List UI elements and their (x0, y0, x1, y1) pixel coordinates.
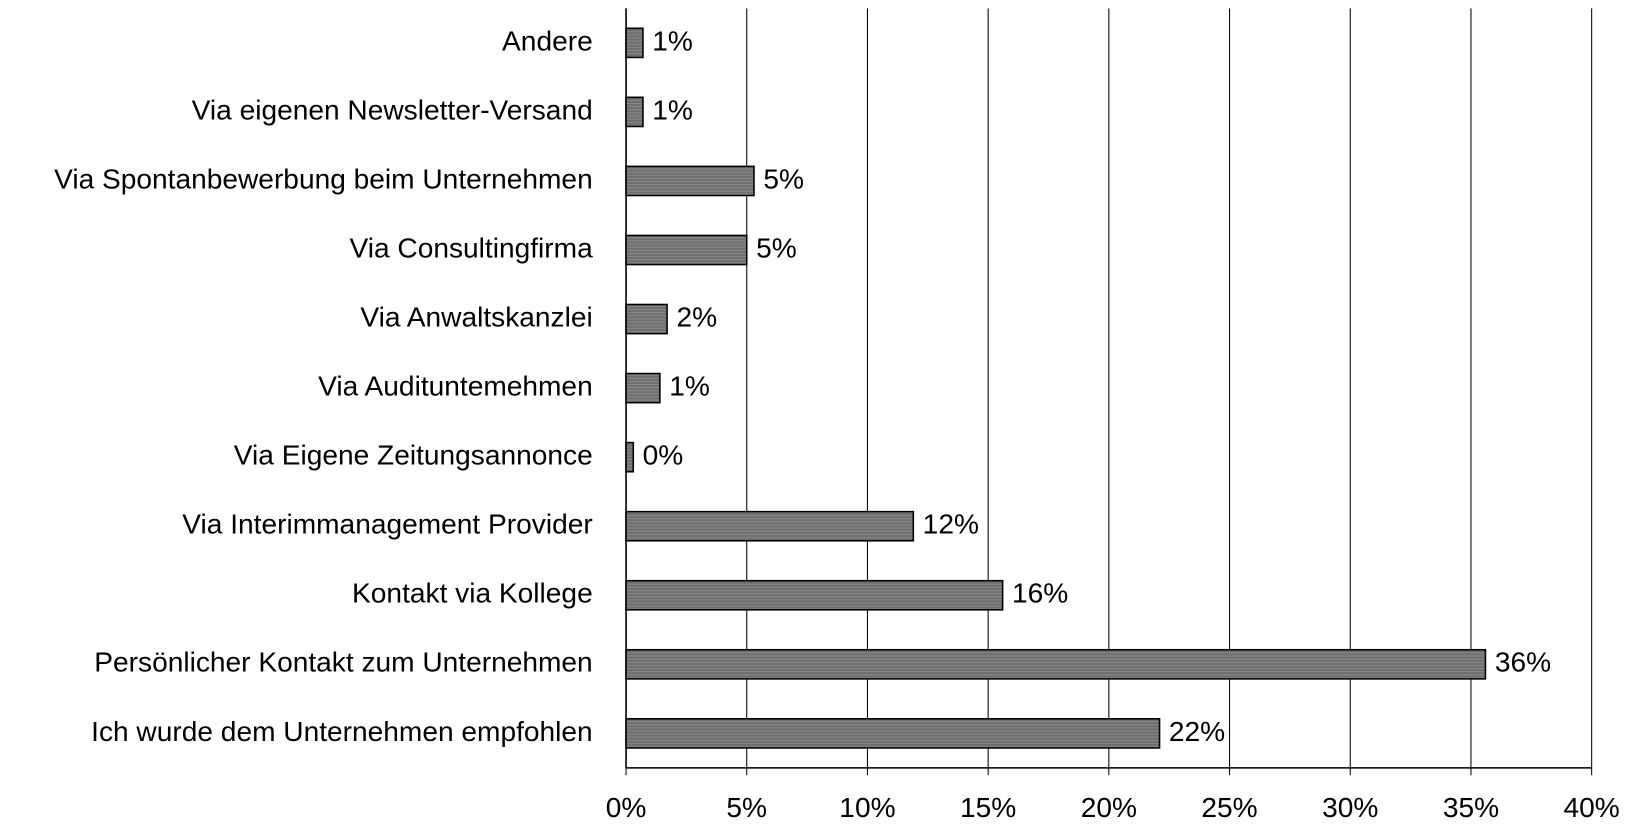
bar (625, 372, 661, 404)
y-tick-label: Via Anwaltskanzlei (360, 301, 592, 332)
x-tick-label: 20% (1081, 792, 1137, 822)
bar (625, 303, 668, 335)
bar (625, 234, 748, 266)
x-tick-label: 15% (960, 792, 1016, 822)
bar (625, 96, 644, 128)
data-label: 1% (652, 25, 693, 56)
y-tick-label: Andere (502, 25, 593, 56)
x-tick-label: 0% (606, 792, 647, 822)
x-tick-label: 10% (839, 792, 895, 822)
y-tick-label: Via Eigene Zeitungsannonce (234, 440, 593, 471)
x-tick-label: 25% (1201, 792, 1257, 822)
y-tick-label: Via Audituntemehmen (318, 371, 593, 402)
y-tick-label: Persönlicher Kontakt zum Unternehmen (94, 647, 592, 678)
x-tick-label: 5% (726, 792, 767, 822)
data-label: 16% (1012, 578, 1068, 609)
data-label: 1% (669, 371, 710, 402)
y-tick-label: Kontakt via Kollege (352, 578, 593, 609)
data-label: 1% (652, 94, 693, 125)
data-label: 12% (923, 509, 979, 540)
x-tick-label: 35% (1443, 792, 1499, 822)
bar (625, 441, 635, 473)
data-label: 2% (676, 301, 717, 332)
bar (625, 510, 915, 542)
y-tick-label: Via Spontanbewerbung beim Unternehmen (54, 163, 593, 194)
data-label: 0% (643, 440, 684, 471)
bar (625, 579, 1004, 611)
bar (625, 718, 1161, 749)
data-label: 36% (1495, 647, 1551, 678)
data-label: 5% (763, 163, 804, 194)
bar (625, 165, 755, 197)
x-tick-label: 40% (1564, 792, 1620, 822)
y-tick-label: Via Consultingfirma (349, 232, 593, 263)
bar (625, 648, 1487, 680)
y-tick-label: Ich wurde dem Unternehmen empfohlen (91, 716, 593, 747)
data-label: 5% (756, 232, 797, 263)
y-tick-label: Via eigenen Newsletter-Versand (192, 94, 593, 125)
data-label: 22% (1169, 716, 1225, 747)
x-tick-label: 30% (1322, 792, 1378, 822)
y-tick-label: Via Interimmanagement Provider (182, 509, 592, 540)
bar (625, 27, 644, 59)
